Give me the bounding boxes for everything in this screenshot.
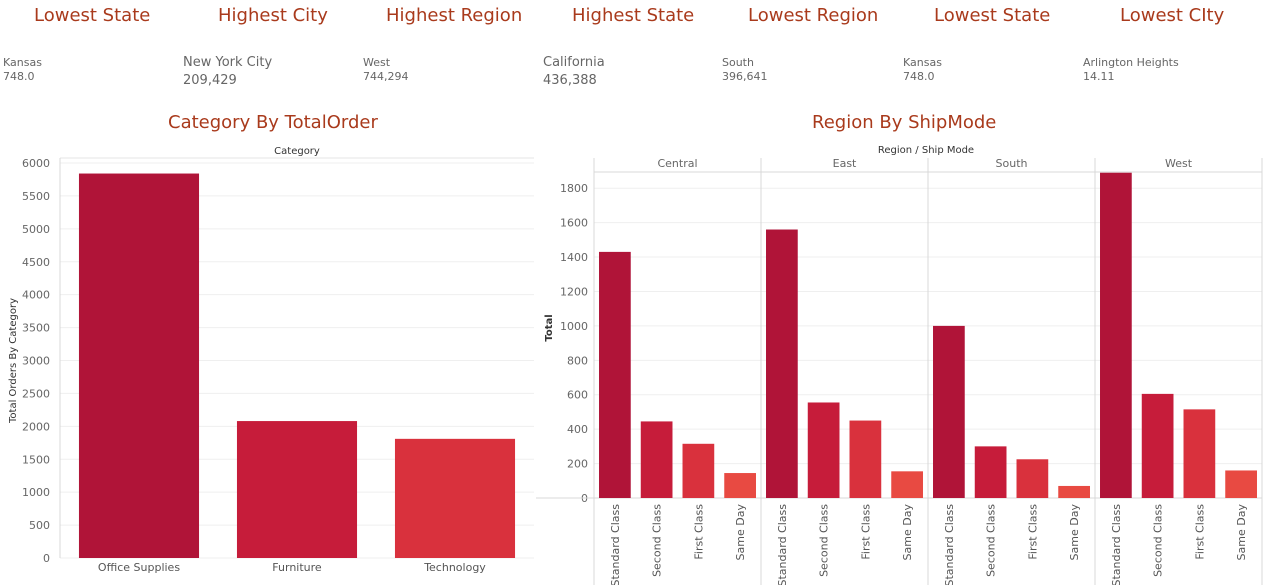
bar-central-first-class [682,443,715,498]
kpi-value: 744,294 [363,70,409,83]
x-tick-label: First Class [1026,504,1039,560]
y-tick-label: 800 [567,354,588,367]
x-tick-label: Furniture [272,561,322,574]
bar-south-second-class [974,446,1007,498]
x-tick-label: Second Class [985,504,998,577]
kpi-value: 748.0 [903,70,935,83]
bar-office-supplies [78,173,200,558]
kpi-value: 436,388 [543,73,597,88]
bar-central-same-day [724,473,756,498]
region-chart-title: Region By ShipMode [812,112,997,133]
y-tick-label: 1200 [560,285,588,298]
bar-central-second-class [640,421,673,498]
x-tick-label: Standard Class [943,504,956,585]
y-tick-label: 500 [29,519,50,532]
y-tick-label: 1400 [560,251,588,264]
x-tick-label: First Class [1193,504,1206,560]
y-tick-label: 400 [567,423,588,436]
bar-south-same-day [1058,485,1090,498]
y-tick-label: 6000 [22,157,50,170]
category-header: Category [274,146,320,157]
y-tick-label: 1600 [560,217,588,230]
kpi-label: South [722,56,754,69]
y-tick-label: 2500 [22,387,50,400]
bar-technology [394,438,516,558]
bar-west-second-class [1141,393,1174,498]
bar-east-second-class [807,402,840,498]
kpi-title: Lowest State [934,5,1051,26]
y-tick-label: 0 [43,552,50,565]
x-tick-label: Office Supplies [98,561,180,574]
bar-central-standard-class [599,251,631,498]
y-tick-label: 1800 [560,182,588,195]
kpi-title: Highest Region [386,5,523,26]
category-bar-chart: Category 0 500 1000 1500 2000 2500 3000 3500 4000… [8,146,534,574]
x-tick-label: Second Class [1152,504,1165,577]
kpi-title: Lowest State [34,5,151,26]
y-tick-label: 200 [567,458,588,471]
panel-header-south: South [996,157,1028,170]
kpi-value: 14.11 [1083,70,1115,83]
y-tick-label: 1500 [22,453,50,466]
kpi-label: California [543,55,605,70]
x-tick-label: First Class [692,504,705,560]
kpi-title: Lowest Region [748,5,879,26]
x-tick-label: Same Day [901,504,914,561]
kpi-label: Arlington Heights [1083,56,1179,69]
kpi-label: West [363,56,391,69]
y-tick-label: 1000 [560,320,588,333]
y-tick-label: 5000 [22,223,50,236]
bar-east-first-class [849,420,882,498]
x-tick-label: Same Day [1235,504,1248,561]
kpi-title: Highest City [218,5,328,26]
y-tick-label: 1000 [22,486,50,499]
bar-furniture [236,421,358,558]
panel-header-east: East [833,157,857,170]
y-tick-label: 3500 [22,322,50,335]
x-tick-label: Standard Class [609,504,622,585]
bar-west-standard-class [1100,172,1132,498]
kpi-title: Lowest CIty [1120,5,1225,26]
y-tick-label: 4500 [22,256,50,269]
x-tick-label: Standard Class [1110,504,1123,585]
x-tick-label: Second Class [651,504,664,577]
y-axis-label: Total Orders By Category [8,298,19,424]
bar-east-standard-class [766,229,798,498]
bar-south-standard-class [933,325,965,498]
kpi-value: 748.0 [3,70,35,83]
region-header: Region / Ship Mode [878,145,974,156]
y-tick-label: 2000 [22,420,50,433]
region-shipmode-bar-chart: Region / Ship Mode0200400600800100012001… [536,145,1263,585]
y-tick-label: 3000 [22,355,50,368]
panel-header-central: Central [657,157,697,170]
bar-south-first-class [1016,459,1049,498]
y-tick-label: 4000 [22,289,50,302]
y-axis-label: Total [544,314,555,341]
panel-header-west: West [1165,157,1193,170]
x-tick-label: Second Class [818,504,831,577]
x-tick-label: Standard Class [776,504,789,585]
bar-west-same-day [1225,470,1257,498]
x-tick-label: Same Day [1068,504,1081,561]
kpi-value: 209,429 [183,73,237,88]
bar-west-first-class [1183,409,1216,498]
kpi-label: Kansas [3,56,42,69]
kpi-label: New York City [183,55,273,70]
kpi-value: 396,641 [722,70,768,83]
x-tick-label: Technology [423,561,486,574]
x-tick-label: First Class [859,504,872,560]
kpi-label: Kansas [903,56,942,69]
bar-east-same-day [891,471,923,498]
kpi-title: Highest State [572,5,695,26]
y-tick-label: 5500 [22,190,50,203]
category-chart-title: Category By TotalOrder [168,112,378,133]
y-tick-label: 600 [567,389,588,402]
x-tick-label: Same Day [734,504,747,561]
